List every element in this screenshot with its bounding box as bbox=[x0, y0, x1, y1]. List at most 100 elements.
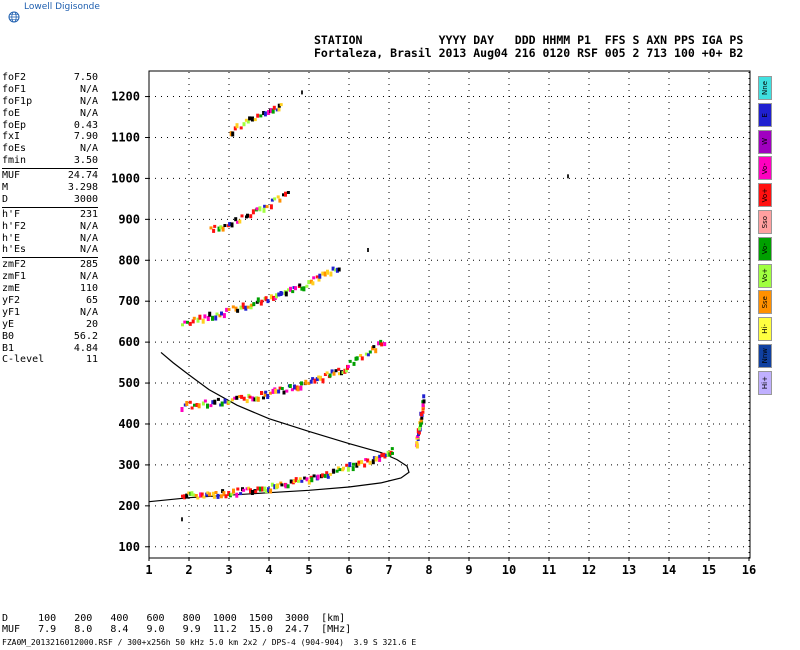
echo-mark bbox=[299, 385, 303, 391]
echo-mark bbox=[355, 462, 359, 468]
echo-mark bbox=[390, 447, 394, 451]
echo-mark bbox=[326, 473, 330, 479]
echo-mark bbox=[290, 388, 294, 392]
echo-mark bbox=[422, 394, 426, 399]
y-tick-label: 100 bbox=[118, 540, 140, 554]
param-value: N/A bbox=[79, 143, 98, 155]
echo-mark bbox=[328, 472, 332, 476]
echo-mark bbox=[254, 490, 258, 494]
echo-mark bbox=[325, 471, 329, 475]
muf-table-muf-row: MUF 7.9 8.0 8.4 9.0 9.9 11.2 15.0 24.7 [… bbox=[2, 624, 352, 635]
echo-mark bbox=[421, 403, 425, 408]
echo-mark bbox=[242, 488, 246, 492]
echo-mark bbox=[203, 314, 207, 319]
legend-item: Nne bbox=[758, 76, 772, 100]
echo-mark bbox=[273, 197, 277, 201]
echo-mark bbox=[293, 384, 296, 390]
echo-mark bbox=[251, 116, 254, 122]
echo-mark bbox=[371, 346, 375, 351]
echo-mark bbox=[360, 356, 364, 361]
echo-mark bbox=[235, 492, 239, 498]
legend-label: Vo- bbox=[761, 243, 769, 255]
param-value: 7.90 bbox=[73, 131, 98, 143]
echo-mark bbox=[216, 397, 220, 401]
echo-mark bbox=[271, 388, 275, 394]
echo-mark bbox=[307, 479, 311, 485]
echo-mark bbox=[214, 491, 218, 494]
echo-mark bbox=[219, 225, 223, 230]
echo-mark bbox=[190, 491, 194, 497]
param-row: zmE 110 bbox=[2, 283, 98, 295]
param-label: D bbox=[2, 193, 9, 205]
echo-mark bbox=[316, 474, 320, 480]
legend-item: Vo+ bbox=[758, 183, 772, 208]
echo-mark bbox=[187, 491, 191, 495]
echo-mark bbox=[315, 377, 319, 382]
param-label: yF2 bbox=[2, 295, 21, 307]
echo-mark bbox=[252, 302, 256, 307]
y-tick-label: 600 bbox=[118, 335, 140, 349]
x-tick-label: 8 bbox=[425, 563, 432, 577]
echo-mark bbox=[384, 453, 388, 457]
echo-mark bbox=[289, 286, 292, 292]
param-value: 56.2 bbox=[73, 330, 98, 342]
echo-mark bbox=[312, 474, 316, 478]
legend-label: Vo+ bbox=[761, 187, 769, 203]
echo-mark bbox=[298, 477, 302, 481]
echo-mark bbox=[380, 342, 384, 347]
echo-mark bbox=[245, 487, 249, 491]
param-label: foE bbox=[2, 107, 21, 119]
param-label: zmE bbox=[2, 283, 21, 295]
legend-label: Vo+ bbox=[761, 268, 769, 283]
param-row: fxI 7.90 bbox=[2, 131, 98, 143]
echo-mark bbox=[230, 492, 234, 496]
echo-mark bbox=[196, 496, 200, 500]
echo-mark bbox=[188, 400, 192, 404]
echo-mark bbox=[294, 477, 298, 483]
echo-mark bbox=[279, 481, 283, 485]
param-row: yF2 65 bbox=[2, 295, 98, 307]
echo-mark bbox=[352, 361, 356, 366]
echo-mark bbox=[261, 486, 265, 492]
echo-mark bbox=[220, 311, 223, 316]
echo-mark bbox=[272, 105, 276, 110]
param-value: N/A bbox=[79, 306, 98, 318]
param-label: foF2 bbox=[2, 72, 27, 83]
param-value: N/A bbox=[79, 83, 98, 95]
param-label: fxI bbox=[2, 131, 21, 143]
legend-item: Sse bbox=[758, 290, 772, 315]
echo-mark bbox=[419, 412, 423, 417]
echo-mark bbox=[235, 395, 239, 400]
echo-mark bbox=[317, 375, 321, 379]
x-tick-label: 1 bbox=[145, 563, 152, 577]
echo-mark bbox=[270, 482, 274, 487]
legend-item: Vo- bbox=[758, 156, 772, 181]
echo-mark bbox=[280, 483, 284, 487]
x-tick-label: 6 bbox=[345, 563, 352, 577]
echo-mark bbox=[255, 396, 259, 402]
y-tick-label: 200 bbox=[118, 499, 140, 513]
echo-mark bbox=[366, 353, 370, 357]
echo-mark bbox=[249, 304, 253, 310]
echo-mark bbox=[310, 477, 314, 483]
echo-mark bbox=[246, 120, 250, 124]
echo-mark bbox=[209, 226, 213, 230]
echo-mark bbox=[377, 341, 381, 346]
params-separator bbox=[2, 257, 98, 259]
echo-mark bbox=[265, 205, 269, 209]
stray-echo bbox=[367, 247, 369, 252]
echo-mark bbox=[307, 280, 311, 285]
echo-mark bbox=[391, 451, 394, 455]
param-value: N/A bbox=[79, 95, 98, 107]
echo-mark bbox=[300, 286, 304, 291]
echo-mark bbox=[288, 384, 292, 388]
echo-mark bbox=[256, 486, 260, 491]
y-tick-label: 300 bbox=[118, 458, 140, 472]
echo-mark bbox=[201, 318, 205, 324]
param-label: MUF bbox=[2, 170, 21, 182]
echo-mark bbox=[247, 486, 251, 490]
echo-mark bbox=[263, 391, 267, 397]
echo-mark bbox=[233, 126, 237, 131]
echo-mark bbox=[183, 320, 187, 324]
echo-mark bbox=[224, 494, 228, 499]
